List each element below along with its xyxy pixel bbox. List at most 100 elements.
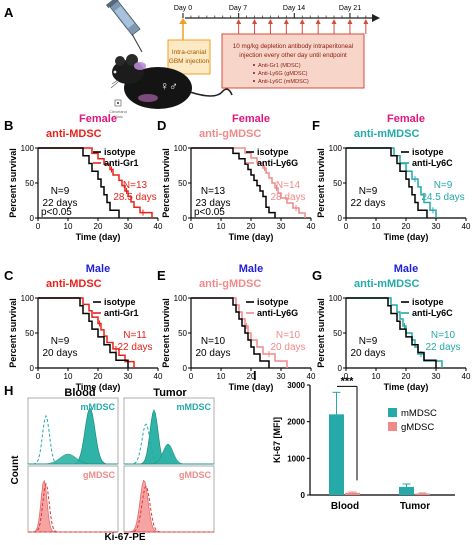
x-axis-label: Time (day) [384, 232, 429, 242]
y-tick-label: 0 [30, 214, 35, 223]
y-tick-label: 1000 [287, 454, 305, 463]
sex-symbol: ♀♂ [160, 79, 178, 93]
treatment-box [221, 33, 365, 89]
panel-title: anti-MDSC [46, 128, 102, 140]
day-14-label: Day 14 [283, 5, 305, 12]
survival-panel-c: C Male anti-MDSC 0 50 100 0 10 20 30 40 Time (day) P… [4, 263, 163, 392]
control-histogram [124, 485, 214, 533]
logo-text-2: Clinic [113, 114, 123, 119]
x-tick-label: 0 [36, 372, 41, 381]
panel-letter: G [312, 268, 322, 283]
ki67-bar-chart: 0 1000 2000 3000 Ki-67 [MFI] Blood Tumor *** mMD… [272, 375, 455, 512]
y-tick-label: 100 [21, 294, 35, 303]
isotype-n: N=10 [201, 336, 226, 347]
timeline-ticks [182, 13, 375, 18]
sex-title: Male [239, 263, 263, 275]
treatment-survival-curve [38, 147, 153, 218]
p-value: p<0.05 [194, 207, 225, 218]
cleveland-clinic-logo: Cleveland Clinic [109, 99, 127, 119]
column-label-blood: Blood [64, 387, 95, 399]
panel-a: A Day 0 Day 7 Day 14 Day 21 Intra-crania… [4, 0, 380, 119]
syringe-icon [105, 0, 143, 53]
injection-arrowhead [179, 18, 187, 24]
isotype-survival-curve [346, 297, 437, 368]
survival-panel-b: B Female anti-MDSC 0 50 100 0 10 20 30 40 Time (day… [4, 113, 163, 242]
treatment-n: N=14 [276, 180, 301, 191]
legend-label: isotype [104, 147, 136, 157]
control-histogram [28, 482, 118, 533]
y-tick-label: 50 [333, 179, 342, 188]
legend-label: anti-Ly6G [257, 308, 298, 318]
injection-text-2: GBM injection [169, 58, 210, 65]
y-axis-label: Percent survival [161, 298, 171, 368]
treatment-n: N=10 [431, 330, 456, 341]
legend-label: isotype [412, 147, 444, 157]
bullet-icon [253, 72, 255, 74]
x-tick-label: 10 [64, 372, 73, 381]
legend-label: isotype [257, 147, 289, 157]
x-tick-label: 20 [247, 222, 256, 231]
histogram-label: mMDSC [176, 402, 211, 412]
survival-panel-f: F Female anti-mMDSC 0 50 100 0 10 20 30 40 Time (da… [312, 113, 471, 242]
y-axis-label: Ki-67 [MFI] [272, 417, 282, 463]
ki67-axis-label: Ki-67-PE [104, 532, 145, 543]
stained-histogram [124, 443, 214, 465]
x-tick-label: 30 [432, 372, 441, 381]
y-axis-label: Percent survival [316, 148, 326, 218]
legend-label: isotype [412, 297, 444, 307]
bar-mmdsc-blood [329, 414, 344, 495]
treatment-arrowhead [299, 19, 305, 24]
sex-title: Male [394, 263, 418, 275]
isotype-survival-curve [38, 147, 120, 218]
y-tick-label: 100 [174, 294, 188, 303]
x-tick-label: 0 [344, 222, 349, 231]
timeline-arrowhead [372, 14, 380, 22]
x-tick-label: 20 [94, 222, 103, 231]
sex-title: Female [79, 113, 117, 125]
panel-i: I 0 1000 2000 3000 Ki-67 [MFI] Blood Tumor *** m… [253, 368, 455, 512]
y-tick-label: 0 [338, 364, 343, 373]
survival-panel-d: D Female anti-gMDSC 0 50 100 0 10 20 30 40 Time (da… [157, 113, 316, 242]
isotype-median: 22 days [350, 198, 385, 209]
day-0-label: Day 0 [174, 5, 192, 12]
x-tick-label: 30 [277, 222, 286, 231]
panel-letter: D [157, 118, 166, 133]
bar-gmdsc-blood [345, 492, 360, 495]
y-tick-label: 100 [329, 294, 343, 303]
legend-label: isotype [257, 297, 289, 307]
survival-panel-g: G Male anti-mMDSC 0 50 100 0 10 20 30 40 Time (day)… [312, 263, 471, 392]
legend-label: gMDSC [401, 422, 434, 433]
mouse-icon [110, 54, 233, 109]
x-tick-label: 30 [277, 372, 286, 381]
y-axis-label: Percent survival [161, 148, 171, 218]
x-axis-label: Time (day) [229, 382, 274, 392]
treatment-arrowhead [252, 19, 258, 24]
x-axis-label: Time (day) [229, 232, 274, 242]
stained-histogram [28, 453, 118, 465]
panel-title: anti-mMDSC [354, 278, 419, 290]
x-tick-label: 10 [217, 372, 226, 381]
isotype-median: 20 days [42, 348, 77, 359]
legend-label: anti-Gr1 [104, 308, 139, 318]
histogram-label: mMDSC [80, 402, 115, 412]
treatment-arrowhead [283, 19, 289, 24]
panel-title: anti-gMDSC [199, 128, 261, 140]
isotype-median: 20 days [350, 348, 385, 359]
x-tick-label: 10 [372, 222, 381, 231]
x-tick-label: 0 [344, 372, 349, 381]
panel-title: anti-mMDSC [354, 128, 419, 140]
bullet-icon [253, 64, 255, 66]
treatment-survival-curve [38, 297, 135, 368]
x-tick-label: 40 [154, 222, 163, 231]
treatment-arrowhead [347, 19, 353, 24]
y-tick-label: 50 [178, 329, 187, 338]
x-tick-label: 40 [462, 372, 471, 381]
count-axis-label: Count [10, 455, 21, 485]
day-21-label: Day 21 [339, 5, 361, 12]
y-tick-label: 50 [25, 179, 34, 188]
x-tick-label: 10 [372, 372, 381, 381]
isotype-survival-curve [191, 147, 276, 218]
treatment-n: N=9 [434, 180, 453, 191]
injection-box [167, 39, 211, 75]
treatment-text-2: injection every other day until endpoint [239, 52, 347, 59]
